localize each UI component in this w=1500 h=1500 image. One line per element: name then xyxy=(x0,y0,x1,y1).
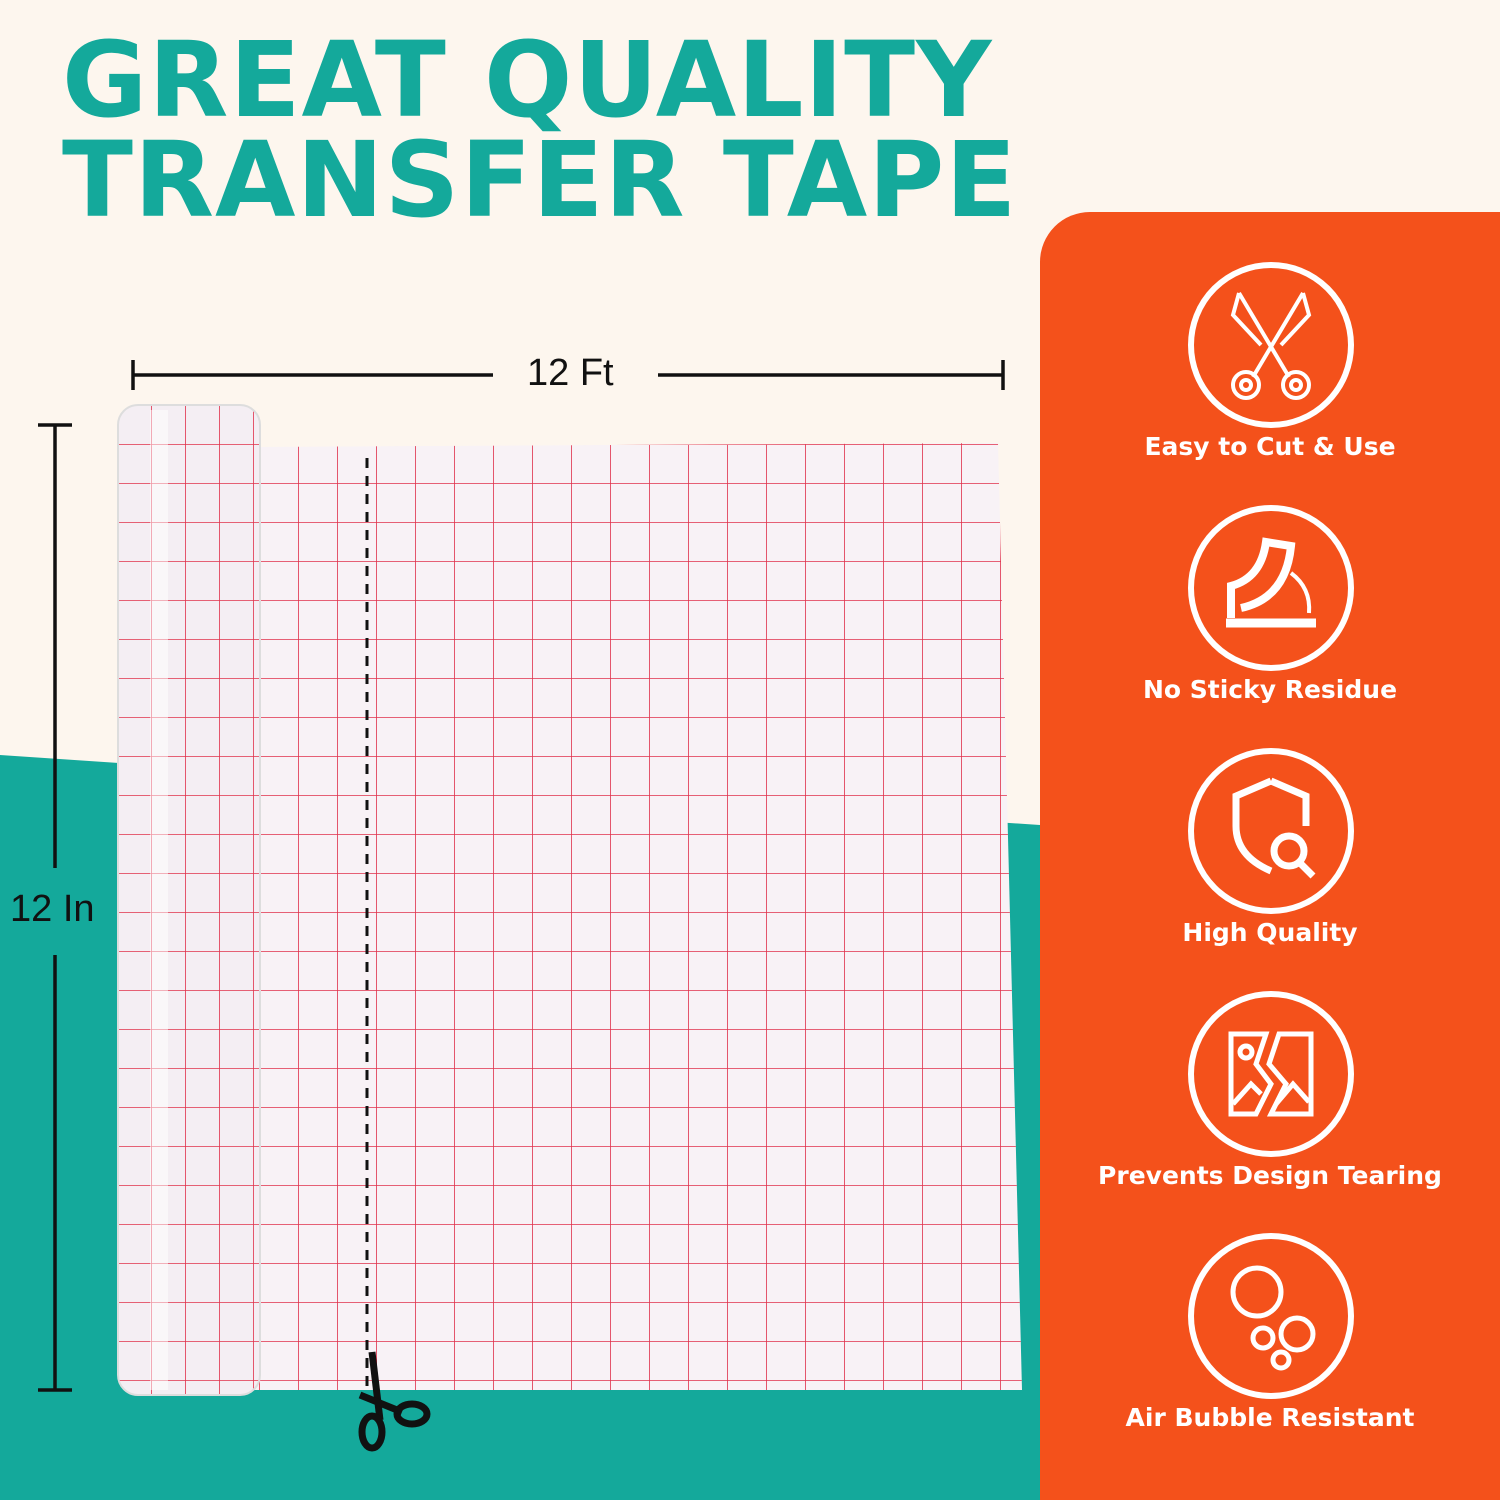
width-label: 12 Ft xyxy=(527,352,614,394)
scissors-icon xyxy=(1188,262,1354,428)
width-dimension-line xyxy=(131,360,1005,390)
bubbles-icon xyxy=(1188,1233,1354,1399)
feature-label: Prevents Design Tearing xyxy=(1098,1161,1442,1190)
scissors-mark-icon xyxy=(358,1351,431,1452)
feature-label: High Quality xyxy=(1182,918,1358,947)
shield-search-icon xyxy=(1188,748,1354,914)
title-line-2: TRANSFER TAPE xyxy=(62,119,1018,241)
torn-image-icon xyxy=(1188,991,1354,1157)
transfer-tape-roll xyxy=(117,404,261,1396)
feature-label: No Sticky Residue xyxy=(1142,675,1398,704)
transfer-tape-sheet xyxy=(245,443,1022,1390)
title-line-1: GREAT QUALITY xyxy=(62,19,993,141)
height-dimension-line xyxy=(38,423,72,1392)
feature-label: Air Bubble Resistant xyxy=(1125,1403,1415,1432)
page-title: GREAT QUALITY TRANSFER TAPE xyxy=(62,19,1018,241)
peel-tape-icon xyxy=(1188,505,1354,671)
feature-label: Easy to Cut & Use xyxy=(1144,432,1396,461)
height-label: 12 In xyxy=(10,888,95,930)
features-panel: Easy to Cut & Use No Sticky Residue High… xyxy=(1040,212,1500,1500)
